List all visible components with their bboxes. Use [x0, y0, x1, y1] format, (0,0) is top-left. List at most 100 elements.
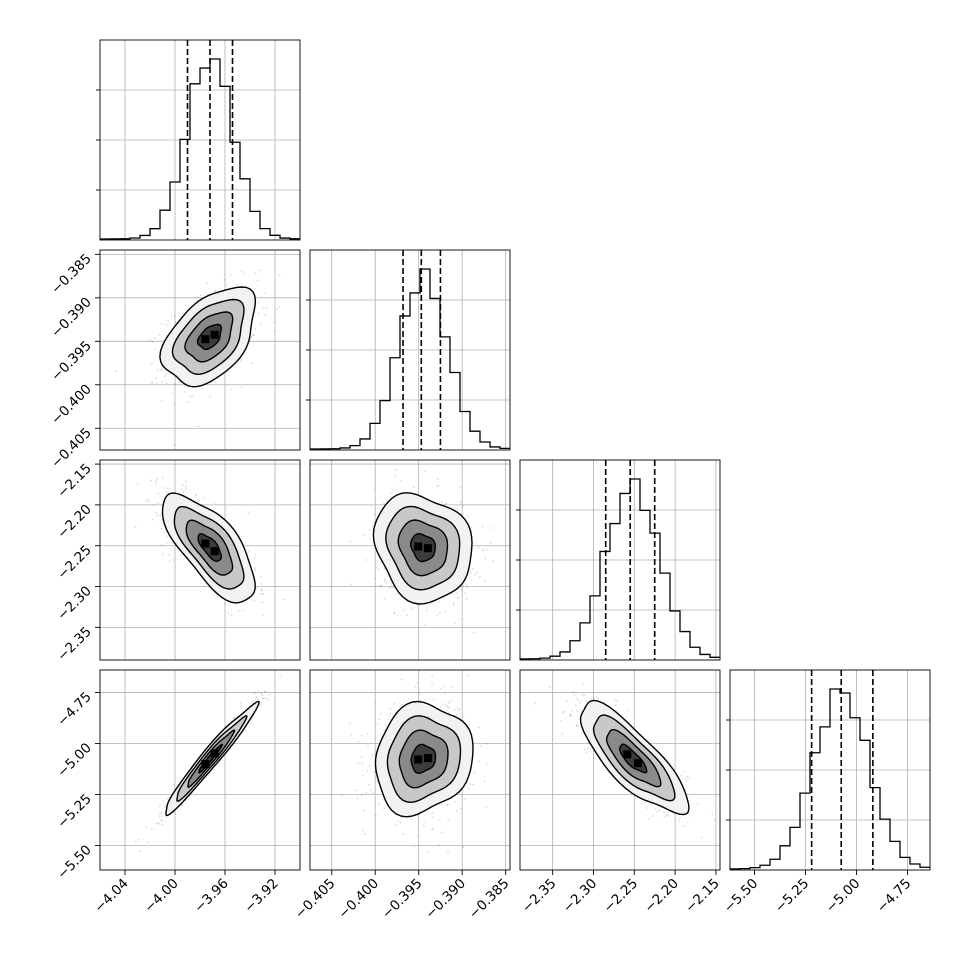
scatter-point [388, 587, 391, 590]
scatter-point [247, 511, 250, 514]
scatter-point [349, 540, 352, 543]
scatter-point [389, 586, 392, 588]
scatter-point [354, 789, 357, 791]
scatter-point [215, 596, 218, 599]
scatter-point [373, 488, 375, 491]
scatter-point [385, 499, 388, 501]
scatter-point [197, 425, 200, 428]
scatter-point [369, 537, 371, 539]
scatter-point [416, 835, 419, 838]
x-tick-label-2-3: −0.390 [422, 876, 469, 923]
scatter-point [372, 524, 375, 527]
scatter-point [402, 833, 405, 836]
scatter-point [236, 284, 238, 287]
x-tick-label-1-2: −3.96 [191, 876, 232, 917]
panel-content [340, 674, 488, 853]
scatter-point [252, 700, 255, 702]
histogram-panel-4 [726, 669, 931, 871]
contour-line-0 [165, 700, 260, 817]
scatter-point [145, 499, 147, 502]
scatter-point [484, 557, 487, 560]
scatter-point [460, 589, 463, 591]
scatter-point [156, 502, 159, 505]
scatter-point [195, 495, 197, 497]
scatter-point [160, 369, 163, 372]
panel-content [134, 476, 285, 617]
y-tick-label-3-3: −2.20 [54, 501, 95, 542]
scatter-point [372, 792, 375, 794]
scatter-point [191, 394, 194, 397]
x-tick-label-3-4: −2.15 [682, 876, 723, 917]
scatter-point [458, 596, 461, 599]
scatter-point [185, 488, 187, 491]
scatter-point [431, 827, 434, 830]
scatter-point [160, 819, 163, 821]
scatter-point [264, 314, 267, 316]
scatter-point [153, 337, 156, 340]
scatter-point [161, 380, 164, 383]
scatter-point [165, 323, 168, 326]
scatter-point [482, 549, 485, 552]
contour-line-3 [197, 533, 222, 562]
scatter-point [361, 794, 363, 797]
scatter-point [474, 573, 476, 576]
scatter-point [273, 330, 276, 332]
scatter-point [687, 812, 690, 815]
scatter-point [561, 711, 564, 714]
scatter-point [582, 683, 585, 686]
scatter-point [213, 290, 216, 293]
scatter-point [447, 850, 449, 853]
panel-4-1 [99, 669, 301, 871]
scatter-point [572, 691, 575, 693]
scatter-point [383, 729, 386, 732]
scatter-point [278, 306, 281, 309]
scatter-point [262, 614, 264, 616]
scatter-point [399, 479, 402, 482]
scatter-point [380, 585, 382, 588]
scatter-point [185, 480, 187, 483]
histogram-steps-4 [730, 688, 930, 870]
scatter-point [240, 386, 243, 389]
scatter-point [170, 315, 173, 318]
scatter-point [172, 783, 175, 786]
scatter-point [154, 480, 157, 483]
scatter-point [371, 753, 374, 756]
scatter-point [283, 598, 285, 601]
scatter-point [577, 724, 580, 727]
scatter-point [436, 485, 438, 487]
scatter-point [614, 698, 617, 701]
scatter-point [160, 527, 163, 530]
scatter-point [174, 812, 177, 815]
scatter-point [164, 805, 167, 808]
y-tick-label-2-2: −0.395 [48, 338, 95, 385]
scatter-point [384, 724, 387, 726]
scatter-point [456, 592, 459, 594]
scatter-point [482, 548, 484, 551]
panel-content [534, 683, 720, 839]
contour-line-3 [409, 532, 437, 563]
scatter-point [195, 493, 198, 496]
scatter-point [234, 365, 236, 368]
density-peak [210, 547, 219, 556]
scatter-point [483, 780, 486, 783]
scatter-point [647, 818, 650, 821]
scatter-point [464, 798, 466, 800]
scatter-point [250, 336, 253, 338]
density-peak [210, 330, 219, 339]
scatter-point [155, 377, 157, 379]
scatter-point [252, 333, 255, 336]
scatter-point [172, 403, 175, 406]
contour-line-0 [374, 700, 474, 818]
scatter-point [260, 693, 263, 696]
scatter-point [455, 714, 458, 717]
scatter-point [383, 598, 386, 601]
histogram-panel-1 [96, 39, 301, 241]
scatter-point [164, 375, 166, 378]
scatter-point [586, 747, 589, 749]
scatter-point [475, 571, 478, 574]
scatter-point [438, 818, 441, 821]
density-peak [201, 335, 210, 344]
scatter-point [436, 614, 439, 617]
scatter-point [478, 576, 481, 578]
scatter-point [427, 850, 429, 853]
